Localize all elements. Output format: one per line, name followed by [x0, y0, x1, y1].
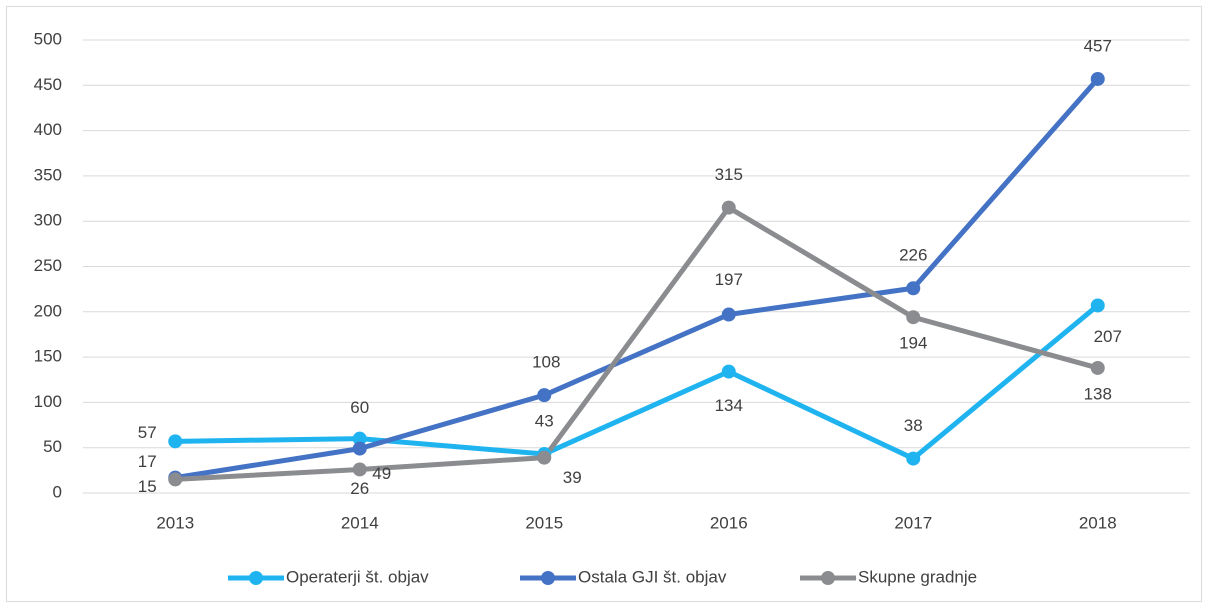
legend-label: Operaterji št. objav — [286, 567, 429, 586]
y-tick-label: 100 — [34, 392, 62, 411]
legend-marker — [541, 571, 555, 585]
data-label: 457 — [1084, 36, 1112, 55]
y-tick-label: 500 — [34, 29, 62, 48]
data-label: 49 — [372, 464, 391, 483]
data-label: 15 — [138, 477, 157, 496]
data-label: 60 — [350, 398, 369, 417]
data-label: 134 — [715, 396, 743, 415]
x-tick-label: 2013 — [156, 513, 194, 532]
data-point — [352, 462, 367, 477]
y-tick-label: 350 — [34, 165, 62, 184]
data-label: 138 — [1084, 384, 1112, 403]
y-tick-label: 300 — [34, 211, 62, 230]
y-tick-label: 250 — [34, 256, 62, 275]
data-point — [537, 388, 552, 403]
data-point — [1090, 71, 1105, 86]
x-tick-label: 2017 — [894, 513, 932, 532]
data-point — [906, 451, 921, 466]
data-label: 17 — [138, 452, 157, 471]
x-tick-label: 2014 — [341, 513, 379, 532]
series-line — [174, 77, 1100, 481]
y-tick-label: 0 — [53, 482, 62, 501]
x-tick-label: 2016 — [710, 513, 748, 532]
y-tick-label: 50 — [43, 437, 62, 456]
data-point — [352, 431, 367, 446]
y-tick-label: 400 — [34, 120, 62, 139]
chart-border — [6, 6, 1202, 602]
data-label: 197 — [715, 270, 743, 289]
data-point — [168, 472, 183, 487]
data-point — [168, 434, 183, 449]
data-label: 194 — [899, 334, 927, 353]
y-tick-label: 450 — [34, 75, 62, 94]
data-label: 26 — [350, 479, 369, 498]
y-tick-label: 150 — [34, 347, 62, 366]
data-point — [352, 441, 367, 456]
data-label: 207 — [1094, 327, 1122, 346]
series-line — [175, 303, 1100, 462]
legend-marker — [249, 571, 263, 585]
data-label: 43 — [535, 412, 554, 431]
data-point — [721, 307, 736, 322]
legend-marker — [821, 571, 835, 585]
data-point — [721, 364, 736, 379]
data-point — [537, 450, 552, 465]
x-tick-label: 2015 — [525, 513, 563, 532]
data-label: 57 — [138, 423, 157, 442]
series-line — [175, 205, 1099, 482]
data-point — [1090, 360, 1105, 375]
data-point — [906, 281, 921, 296]
y-tick-label: 200 — [34, 301, 62, 320]
data-point — [1090, 298, 1105, 313]
data-label: 108 — [532, 353, 560, 372]
data-label: 315 — [715, 165, 743, 184]
data-point — [906, 310, 921, 325]
legend-label: Ostala GJI št. objav — [578, 567, 727, 586]
data-label: 39 — [563, 468, 582, 487]
data-label: 226 — [899, 246, 927, 265]
legend-label: Skupne gradnje — [858, 567, 977, 586]
data-label: 38 — [904, 416, 923, 435]
data-point — [721, 200, 736, 215]
x-tick-label: 2018 — [1079, 513, 1117, 532]
